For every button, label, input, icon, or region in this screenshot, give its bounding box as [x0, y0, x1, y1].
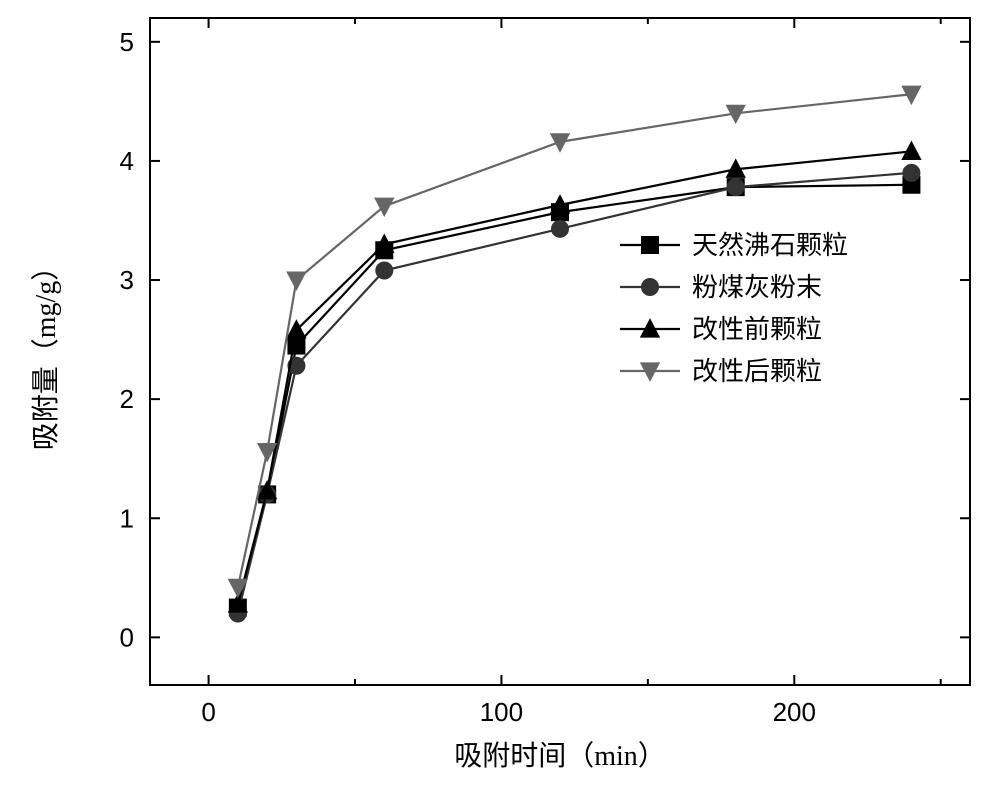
chart-svg: 0 100 200 0 1 2 3 4 5 吸附时间（min） 吸附量（mg/g） 天然沸石颗粒粉煤灰…	[0, 0, 1000, 794]
x-axis-label: 吸附时间（min）	[454, 740, 666, 772]
ytick-label: 2	[120, 384, 134, 414]
legend-label: 改性前颗粒	[692, 315, 822, 344]
legend-label: 天然沸石颗粒	[692, 231, 848, 260]
marker-circle	[552, 220, 569, 237]
xtick-label: 100	[480, 697, 523, 727]
marker-square	[642, 237, 659, 254]
xtick-label: 200	[773, 697, 816, 727]
marker-circle	[903, 164, 920, 181]
legend-label: 改性后颗粒	[692, 357, 822, 386]
ytick-label: 0	[120, 622, 134, 652]
ytick-label: 5	[120, 27, 134, 57]
marker-square	[288, 337, 305, 354]
legend-label: 粉煤灰粉末	[692, 273, 822, 302]
chart-container: 0 100 200 0 1 2 3 4 5 吸附时间（min） 吸附量（mg/g） 天然沸石颗粒粉煤灰…	[0, 0, 1000, 794]
marker-circle	[727, 179, 744, 196]
marker-circle	[376, 262, 393, 279]
xtick-label: 0	[201, 697, 215, 727]
y-axis-label: 吸附量（mg/g）	[30, 253, 62, 451]
ytick-label: 1	[120, 503, 134, 533]
ytick-label: 3	[120, 265, 134, 295]
marker-circle	[642, 279, 659, 296]
ytick-label: 4	[120, 146, 134, 176]
